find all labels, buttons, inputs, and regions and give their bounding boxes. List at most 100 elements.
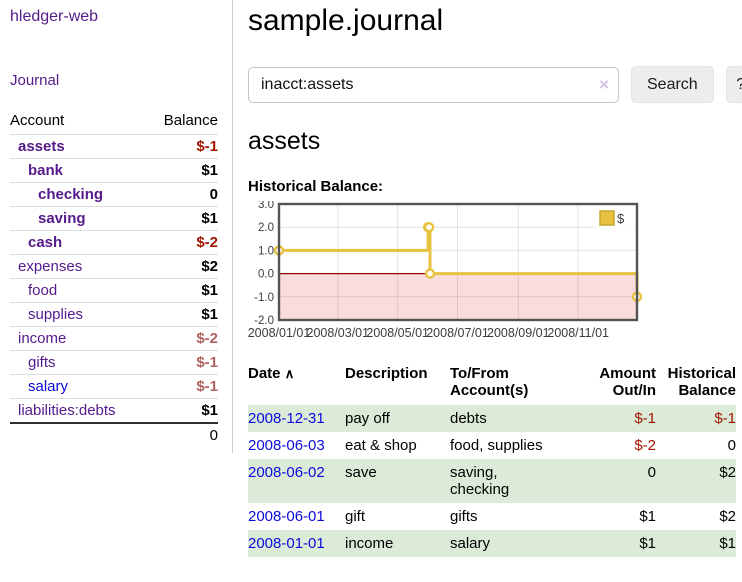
transaction-amount: $1 [592,530,656,557]
transaction-date-link[interactable]: 2008-06-01 [248,508,325,525]
account-balance: $-1 [196,378,218,395]
account-balance: 0 [209,186,218,203]
register-header-row: Date ∧ Description To/From Account(s) Am… [248,363,736,405]
svg-text:2.0: 2.0 [258,222,274,234]
page-title: sample.journal [248,4,444,37]
column-header-description: Description [345,365,428,382]
account-balance: $1 [201,282,218,299]
transaction-date: 2008-06-03 [248,432,345,459]
account-balance: $1 [201,306,218,323]
svg-text:2008/03/01: 2008/03/01 [307,326,370,340]
account-link[interactable]: salary [28,378,69,395]
account-row: income $-2 [10,327,218,351]
column-header-date[interactable]: Date ∧ [248,365,295,382]
svg-text:2008/07/01: 2008/07/01 [426,326,489,340]
account-row: cash $-2 [10,231,218,255]
account-balance: $-1 [196,354,218,371]
transaction-balance: $1 [656,530,736,557]
sidebar-item-journal[interactable]: Journal [10,72,60,89]
svg-text:1.0: 1.0 [258,245,274,257]
account-column-header: Account [10,112,65,129]
svg-text:$: $ [617,211,625,226]
transaction-description: pay off [345,405,450,432]
account-row: food $1 [10,279,218,303]
svg-text:2008/05/01: 2008/05/01 [366,326,429,340]
sort-ascending-icon: ∧ [284,366,295,381]
svg-text:0.0: 0.0 [258,269,274,281]
column-header-amount: Amount Out/In [599,365,656,399]
transaction-row: 2008-01-01 income salary $1 $1 [248,530,736,557]
transaction-balance: $2 [656,459,736,503]
search-input[interactable] [248,66,619,103]
column-header-accounts: To/From Account(s) [450,365,529,399]
transaction-description: eat & shop [345,437,417,454]
historical-balance-chart: $3.0 2.0 1.0 0.0 -1.0 -2.0 2008/01/01 2008/03/0… [248,199,643,349]
account-link[interactable]: checking [38,186,104,203]
accounts-total-row: 0 [10,422,218,447]
main-content: sample.journal × Search ? assets Histori… [233,0,742,557]
transaction-date: 2008-06-01 [248,503,345,530]
account-link[interactable]: gifts [28,354,56,371]
transaction-accounts: debts [450,405,592,432]
svg-text:-2.0: -2.0 [254,315,274,327]
transaction-balance: $2 [719,508,736,525]
account-row: saving $1 [10,207,218,231]
account-row: bank $1 [10,159,218,183]
transaction-description: income [345,530,450,557]
transaction-row: 2008-06-02 save saving, checking 0 $2 [248,459,736,503]
transaction-date: 2008-01-01 [248,530,345,557]
transaction-date-link[interactable]: 2008-06-02 [248,464,325,481]
account-balance: $-1 [196,138,218,155]
transaction-date-link[interactable]: 2008-12-31 [248,410,325,427]
transaction-amount: 0 [592,459,656,503]
account-link[interactable]: assets [18,138,65,155]
account-balance: $1 [201,210,218,227]
transaction-date: 2008-12-31 [248,405,345,432]
account-row: assets $-1 [10,135,218,159]
transaction-accounts: saving, checking [450,459,592,503]
chart-title: Historical Balance: [248,178,384,195]
account-balance: $2 [201,258,218,275]
account-row: salary $-1 [10,375,218,399]
help-button[interactable]: ? [725,66,742,103]
transaction-row: 2008-06-01 gift gifts $1 $2 [248,503,736,530]
account-heading: assets [248,127,321,155]
account-link[interactable]: bank [28,162,64,179]
account-row: expenses $2 [10,255,218,279]
account-link[interactable]: saving [38,210,86,227]
account-row: gifts $-1 [10,351,218,375]
register-table: Date ∧ Description To/From Account(s) Am… [248,363,736,557]
account-row: checking 0 [10,183,218,207]
transaction-description: save [345,459,450,503]
transaction-date: 2008-06-02 [248,459,345,503]
account-balance: $1 [201,162,218,179]
transaction-date-link[interactable]: 2008-06-03 [248,437,325,454]
account-link[interactable]: cash [28,234,63,251]
svg-text:2008/01/01: 2008/01/01 [248,326,310,340]
account-link[interactable]: food [28,282,58,299]
account-balance: $-2 [196,330,218,347]
svg-text:3.0: 3.0 [258,201,274,211]
app-title: hledger-web [10,8,99,25]
account-link[interactable]: income [18,330,67,347]
column-header-balance: Historical Balance [667,365,736,399]
search-button[interactable]: Search [631,66,714,103]
transaction-accounts: gifts [450,508,478,525]
account-link[interactable]: supplies [28,306,84,323]
transaction-amount: $-2 [634,437,656,454]
account-link[interactable]: expenses [18,258,83,275]
transaction-date-link[interactable]: 2008-01-01 [248,535,325,552]
transaction-accounts: salary [450,530,592,557]
transaction-accounts: food, supplies [450,437,543,454]
account-row: liabilities:debts $1 [10,399,218,422]
svg-text:-1.0: -1.0 [254,292,274,304]
account-link[interactable]: liabilities:debts [18,402,116,419]
account-balance: $-2 [196,234,218,251]
accounts-table-header: Account Balance [10,110,218,135]
balance-column-header: Balance [163,112,218,129]
clear-search-icon[interactable]: × [599,74,609,94]
transaction-row: 2008-12-31 pay off debts $-1 $-1 [248,405,736,432]
account-row: supplies $1 [10,303,218,327]
transaction-amount: $-1 [592,405,656,432]
transaction-balance: 0 [727,437,736,454]
